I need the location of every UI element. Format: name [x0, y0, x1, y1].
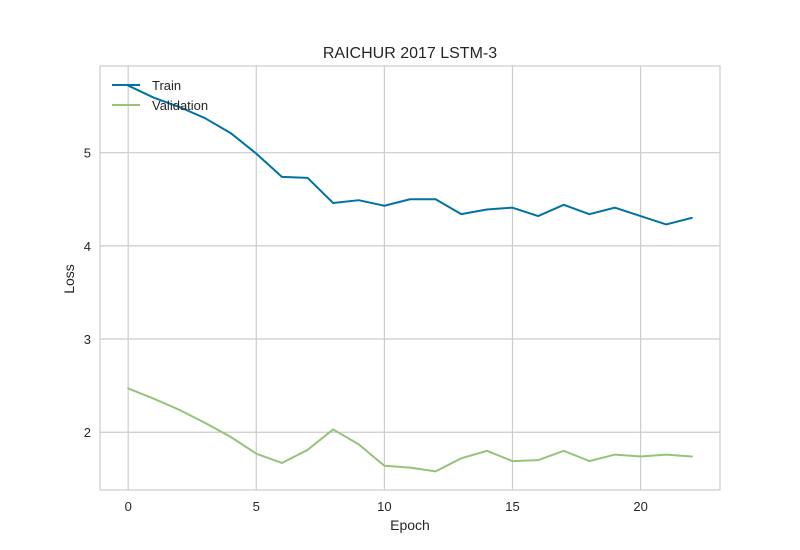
plot-area — [100, 66, 720, 490]
x-tick-label: 20 — [633, 499, 647, 514]
chart-title: RAICHUR 2017 LSTM-3 — [323, 45, 497, 62]
x-tick-label: 10 — [377, 499, 391, 514]
y-tick-label: 2 — [84, 425, 91, 440]
x-tick-label: 5 — [253, 499, 260, 514]
legend: Train Validation — [112, 78, 208, 113]
y-tick-label: 4 — [84, 239, 91, 254]
legend-label-validation: Validation — [152, 98, 208, 113]
grid — [100, 66, 720, 490]
plot-frame — [99, 65, 721, 491]
series-lines — [127, 84, 693, 473]
y-tick-labels: 2 3 4 5 — [84, 146, 91, 441]
series-line-validation — [127, 387, 693, 473]
x-tick-label: 15 — [505, 499, 519, 514]
x-axis-label: Epoch — [390, 517, 430, 533]
y-axis-label: Loss — [61, 264, 77, 294]
y-tick-label: 3 — [84, 332, 91, 347]
series-line-train — [127, 84, 693, 226]
legend-label-train: Train — [152, 78, 181, 93]
y-tick-label: 5 — [84, 146, 91, 161]
x-tick-labels: 0 5 10 15 20 — [125, 499, 648, 514]
x-tick-label: 0 — [125, 499, 132, 514]
